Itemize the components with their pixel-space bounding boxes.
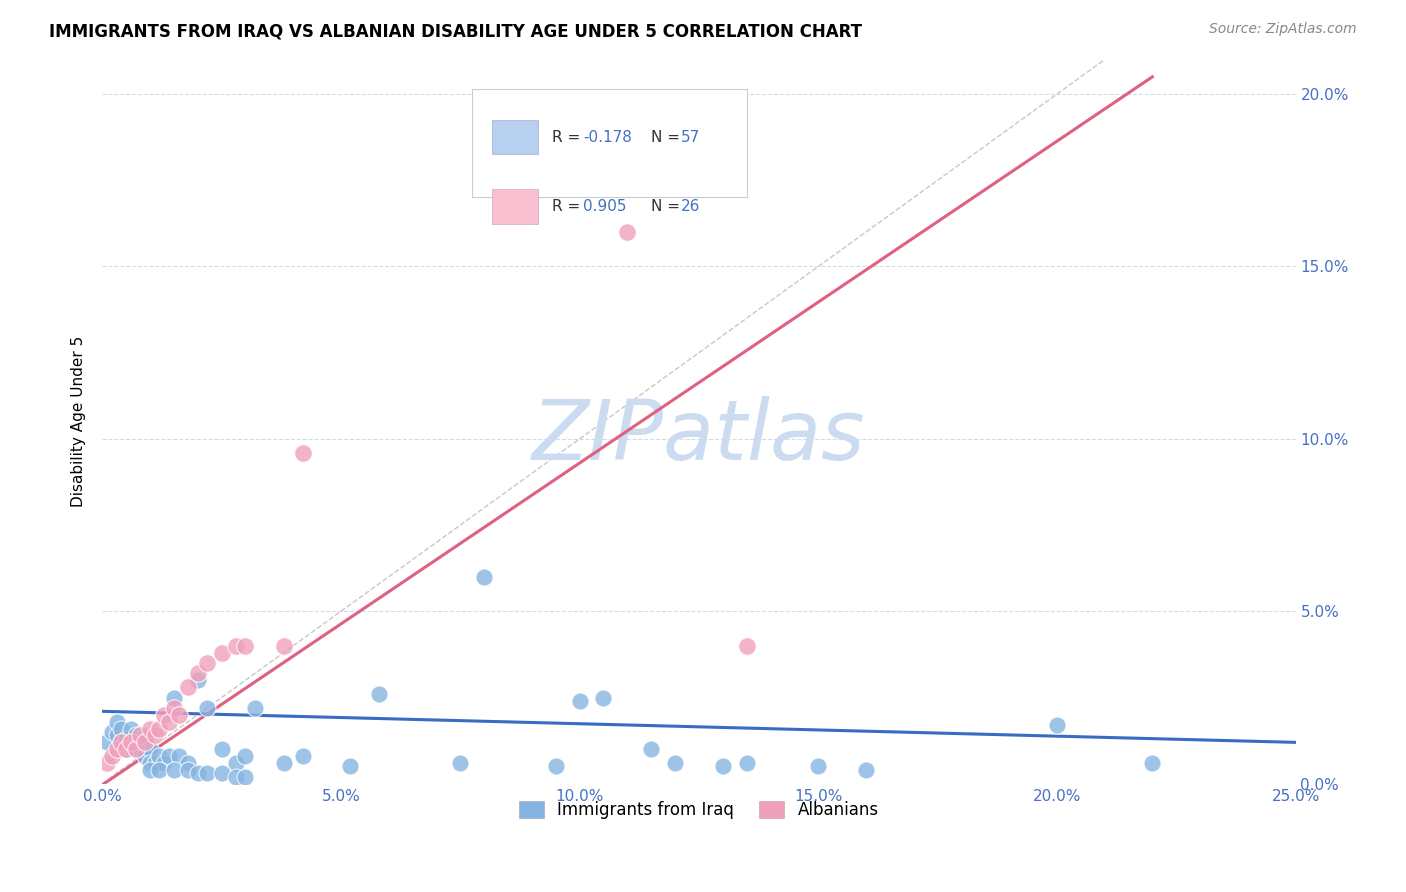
Point [163, 763, 186, 777]
Point [148, 763, 170, 777]
Point [153, 707, 176, 722]
Text: -0.178: -0.178 [583, 129, 633, 145]
Point [711, 759, 734, 773]
Text: R =: R = [553, 199, 585, 214]
Point [243, 701, 266, 715]
Point [235, 770, 257, 784]
Point [195, 766, 218, 780]
Point [115, 742, 138, 756]
Point [807, 759, 830, 773]
Text: 57: 57 [681, 129, 700, 145]
Point [291, 749, 314, 764]
Point [1142, 756, 1164, 770]
Text: Source: ZipAtlas.com: Source: ZipAtlas.com [1209, 22, 1357, 37]
Point [225, 639, 247, 653]
Point [110, 722, 132, 736]
Text: N =: N = [651, 199, 685, 214]
Legend: Immigrants from Iraq, Albanians: Immigrants from Iraq, Albanians [512, 795, 886, 826]
Point [235, 749, 257, 764]
Point [592, 690, 614, 705]
Point [568, 694, 591, 708]
Point [163, 690, 186, 705]
Point [177, 756, 200, 770]
Point [187, 766, 209, 780]
Point [129, 742, 152, 756]
Point [187, 673, 209, 688]
Point [120, 735, 142, 749]
Point [544, 759, 567, 773]
Point [157, 749, 180, 764]
Point [96, 756, 118, 770]
Point [129, 729, 152, 743]
Point [105, 742, 128, 756]
Point [211, 646, 233, 660]
FancyBboxPatch shape [472, 88, 747, 197]
Point [163, 701, 186, 715]
Point [339, 759, 361, 773]
Point [139, 763, 162, 777]
Point [177, 763, 200, 777]
Point [273, 639, 295, 653]
Point [105, 729, 128, 743]
Point [177, 680, 200, 694]
Y-axis label: Disability Age Under 5: Disability Age Under 5 [72, 336, 86, 508]
Point [143, 729, 166, 743]
Text: 26: 26 [681, 199, 700, 214]
Point [855, 763, 877, 777]
Text: 0.905: 0.905 [583, 199, 627, 214]
Point [195, 656, 218, 670]
Point [100, 749, 122, 764]
Point [115, 742, 138, 756]
Point [134, 749, 156, 764]
Point [129, 735, 152, 749]
Point [1046, 718, 1069, 732]
Point [124, 742, 146, 756]
Point [120, 735, 142, 749]
Point [640, 742, 662, 756]
Point [211, 742, 233, 756]
Point [100, 725, 122, 739]
Point [735, 639, 758, 653]
Point [124, 729, 146, 743]
Point [124, 742, 146, 756]
Point [120, 722, 142, 736]
Point [139, 742, 162, 756]
Point [153, 756, 176, 770]
Point [449, 756, 471, 770]
Point [225, 756, 247, 770]
Point [735, 756, 758, 770]
Point [167, 707, 190, 722]
Text: IMMIGRANTS FROM IRAQ VS ALBANIAN DISABILITY AGE UNDER 5 CORRELATION CHART: IMMIGRANTS FROM IRAQ VS ALBANIAN DISABIL… [49, 22, 862, 40]
Point [139, 722, 162, 736]
Point [110, 735, 132, 749]
FancyBboxPatch shape [492, 120, 537, 154]
Point [616, 225, 638, 239]
Point [110, 735, 132, 749]
Point [472, 570, 495, 584]
Point [291, 446, 314, 460]
Text: ZIPatlas: ZIPatlas [531, 396, 866, 476]
Point [134, 735, 156, 749]
Point [96, 735, 118, 749]
Point [187, 666, 209, 681]
Point [368, 687, 391, 701]
FancyBboxPatch shape [492, 189, 537, 224]
Point [664, 756, 686, 770]
Point [157, 714, 180, 729]
Text: R =: R = [553, 129, 585, 145]
Point [211, 766, 233, 780]
Point [167, 749, 190, 764]
Point [235, 639, 257, 653]
Point [225, 770, 247, 784]
Point [134, 729, 156, 743]
Point [115, 731, 138, 746]
Point [105, 714, 128, 729]
Point [273, 756, 295, 770]
Point [143, 756, 166, 770]
Point [139, 756, 162, 770]
Point [148, 722, 170, 736]
Text: N =: N = [651, 129, 685, 145]
Point [195, 701, 218, 715]
Point [148, 749, 170, 764]
